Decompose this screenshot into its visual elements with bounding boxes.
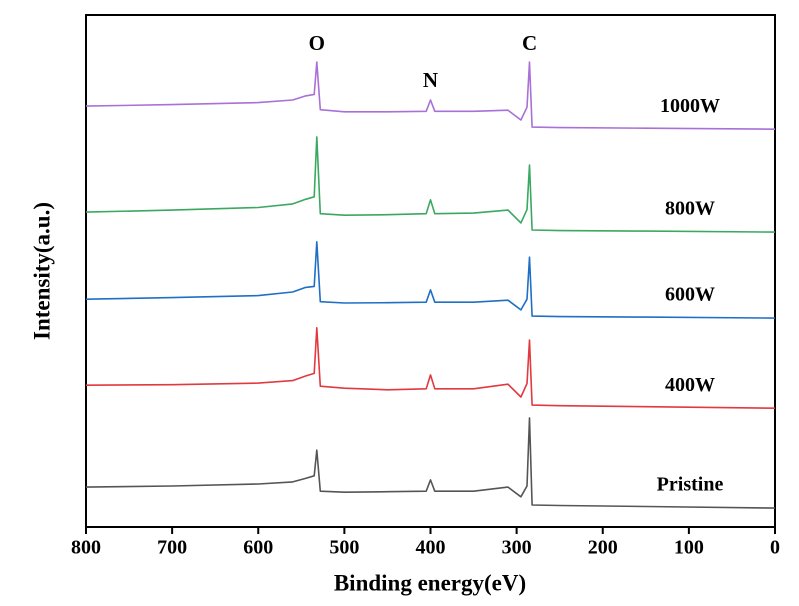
x-tick-label: 700	[157, 537, 187, 559]
x-tick-label: 600	[243, 537, 273, 559]
x-tick-label: 0	[770, 537, 780, 559]
x-tick-label: 300	[502, 537, 532, 559]
peak-annotation: O	[309, 31, 325, 55]
spectrum-line	[85, 136, 776, 233]
x-axis-label: Binding energy(eV)	[334, 570, 526, 595]
peak-annotation: C	[522, 31, 537, 55]
peak-annotation: N	[423, 68, 438, 92]
spectrum-line	[85, 326, 776, 409]
series-label: 800W	[665, 198, 715, 220]
spectrum-line	[85, 241, 776, 319]
series-label: Pristine	[657, 474, 724, 496]
spectrum-line	[85, 417, 776, 509]
series-label: 400W	[665, 374, 715, 396]
y-axis-label: Intensity(a.u.)	[29, 202, 54, 340]
x-tick-label: 400	[416, 537, 446, 559]
series-label: 1000W	[660, 95, 720, 117]
x-tick-label: 500	[329, 537, 359, 559]
x-tick-label: 200	[588, 537, 618, 559]
series-label: 600W	[665, 284, 715, 306]
x-tick-label: 100	[674, 537, 704, 559]
spectrum-line	[85, 61, 776, 130]
x-tick-label: 800	[71, 537, 101, 559]
